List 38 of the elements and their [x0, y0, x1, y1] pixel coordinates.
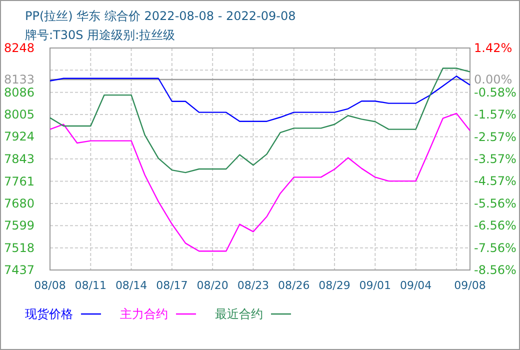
legend-label: 主力合约 — [120, 307, 168, 321]
y2-tick-label: -3.57% — [474, 152, 516, 166]
y-tick-label: 7843 — [4, 152, 35, 166]
title: PP(拉丝) 华东 综合价 2022-08-08 - 2022-09-08 — [25, 9, 296, 23]
y2-tick-label: 1.42% — [474, 41, 512, 55]
y2-tick-label: -7.56% — [474, 240, 516, 255]
x-tick-label: 09/08 — [454, 279, 486, 292]
y2-tick-label: -0.58% — [474, 85, 516, 100]
y-tick-label: 7599 — [4, 218, 35, 233]
y2-tick-label: -2.57% — [474, 130, 516, 144]
y2-tick-label: -4.57% — [474, 174, 516, 188]
y-tick-label: 8086 — [4, 85, 35, 100]
x-tick-label: 08/08 — [34, 279, 66, 292]
y2-tick-label: -6.56% — [474, 218, 516, 233]
x-tick-label: 08/17 — [156, 279, 188, 292]
x-tick-label: 08/14 — [115, 279, 148, 292]
y-tick-label: 7437 — [4, 263, 35, 277]
x-tick-label: 08/26 — [278, 279, 310, 292]
subtitle: 牌号:T30S 用途级别:拉丝级 — [25, 28, 176, 42]
x-tick-label: 08/11 — [74, 279, 106, 292]
x-tick-label: 08/29 — [318, 279, 350, 292]
y-tick-label: 7924 — [4, 130, 35, 144]
y-tick-label: 8005 — [4, 108, 35, 122]
y-tick-label: 7518 — [4, 240, 35, 255]
x-tick-label: 09/01 — [359, 279, 392, 292]
x-tick-label: 08/20 — [196, 279, 228, 292]
y-tick-label: 7761 — [4, 174, 35, 188]
y-tick-label: 8248 — [4, 41, 35, 55]
y2-tick-label: -5.56% — [474, 196, 516, 210]
y2-tick-label: -8.56% — [474, 263, 516, 277]
y2-tick-label: -1.57% — [474, 108, 516, 122]
y-tick-label: 8133 — [4, 72, 35, 86]
legend-label: 最近合约 — [215, 307, 263, 321]
x-tick-label: 08/23 — [237, 279, 270, 292]
x-tick-label: 09/04 — [400, 279, 432, 292]
y-tick-label: 7680 — [4, 196, 35, 210]
legend-label: 现货价格 — [25, 307, 73, 321]
y2-tick-label: 0.00% — [474, 72, 512, 87]
